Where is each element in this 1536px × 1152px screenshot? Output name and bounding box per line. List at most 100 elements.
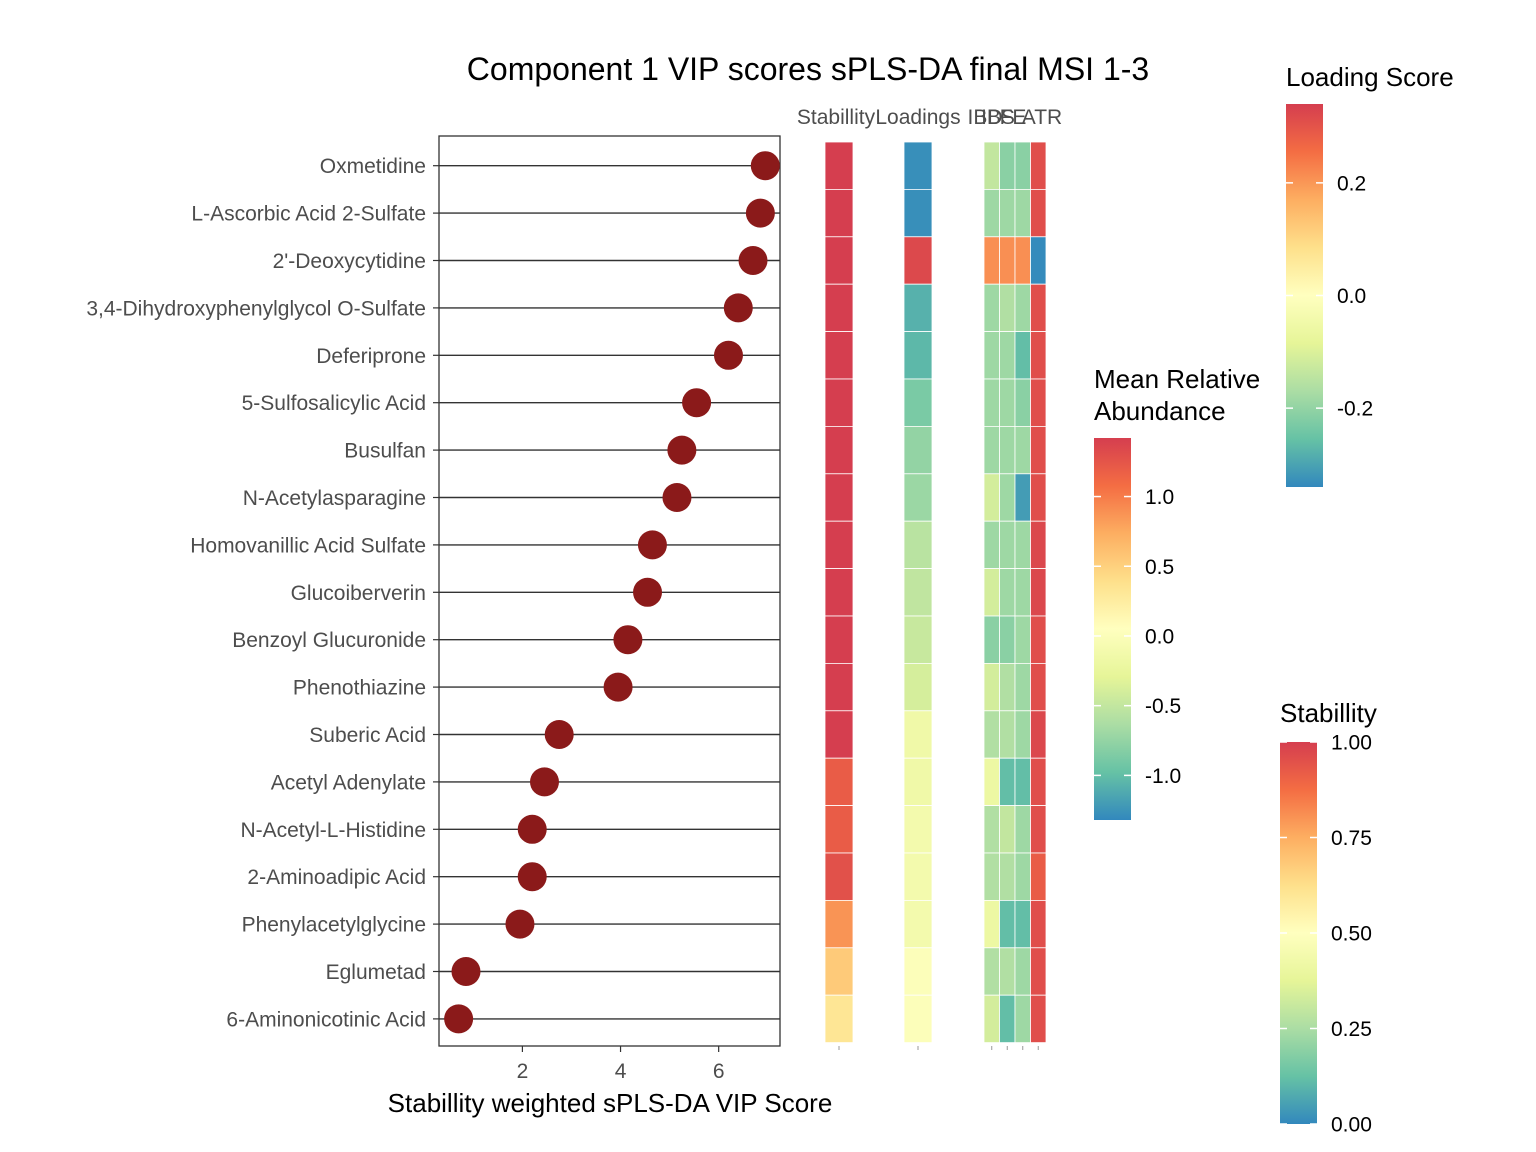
heatmap-cell-atr — [1030, 236, 1047, 285]
heatmap-cell-ibd — [983, 425, 1000, 475]
heatmap-cell-loadings — [903, 994, 933, 1044]
heatmap-cell-stability — [824, 947, 854, 996]
heatmap-cell-fe — [1014, 473, 1031, 522]
heatmap-cell-loadings — [903, 757, 933, 807]
heatmap-column-label: IBD — [967, 106, 1002, 129]
vip-point — [750, 151, 780, 181]
heatmap-cell-ibd — [983, 947, 1000, 996]
heatmap-cell-stability — [824, 473, 854, 522]
vip-point — [745, 198, 775, 228]
heatmap-cell-atr — [1030, 805, 1047, 854]
y-tick-label: Glucoiberverin — [291, 582, 426, 605]
vip-point — [451, 957, 481, 986]
vip-point — [505, 909, 535, 939]
x-tick-label: 2 — [517, 1060, 529, 1083]
heatmap-cell-stability — [824, 568, 854, 617]
heatmap-cell-ibs — [999, 236, 1016, 285]
vip-point — [517, 814, 547, 844]
heatmap-cell-loadings — [903, 805, 933, 854]
heatmap-cell-loadings — [903, 283, 933, 333]
y-tick-label: L-Ascorbic Acid 2-Sulfate — [191, 203, 426, 226]
heatmap-cell-stability — [824, 615, 854, 664]
heatmap-cell-ibd — [983, 331, 1000, 380]
heatmap-cell-atr — [1030, 331, 1047, 380]
heatmap-cell-atr — [1030, 757, 1047, 807]
y-tick-label: Oxmetidine — [320, 155, 426, 178]
y-tick-label: Acetyl Adenylate — [271, 771, 426, 794]
heatmap-cell-loadings — [903, 520, 933, 570]
heatmap-cell-loadings — [903, 900, 933, 949]
abundance-legend-colorbar — [1094, 438, 1131, 820]
y-tick-label: 2'-Deoxycytidine — [273, 250, 426, 273]
heatmap-cell-ibd — [983, 900, 1000, 949]
heatmap-cell-ibs — [999, 473, 1016, 522]
heatmap-column-label: Stabillity — [797, 106, 876, 129]
heatmap-cell-loadings — [903, 378, 933, 427]
heatmap-cell-ibs — [999, 900, 1016, 949]
heatmap-cell-loadings — [903, 710, 933, 759]
heatmap-cell-stability — [824, 331, 854, 380]
heatmap-cell-ibs — [999, 378, 1016, 427]
abundance-legend-tick-label: 0.0 — [1145, 625, 1174, 648]
x-tick-label: 4 — [615, 1060, 627, 1083]
heatmap-cell-ibd — [983, 663, 1000, 712]
y-tick-label: Busulfan — [344, 440, 426, 463]
x-axis-title: Stabillity weighted sPLS-DA VIP Score — [388, 1088, 833, 1118]
heatmap-cell-ibs — [999, 568, 1016, 617]
heatmap-cell-stability — [824, 710, 854, 759]
vip-point — [603, 672, 633, 702]
heatmap-cell-loadings — [903, 473, 933, 522]
heatmap-cell-stability — [824, 994, 854, 1044]
x-tick-label: 6 — [713, 1060, 725, 1083]
heatmap-cell-ibd — [983, 994, 1000, 1044]
loading-score-legend-tick-label: 0.0 — [1337, 285, 1366, 308]
vip-point — [517, 862, 547, 892]
heatmap-cell-fe — [1014, 947, 1031, 996]
heatmap-cell-fe — [1014, 615, 1031, 664]
stability-legend-tick-label: 0.50 — [1331, 923, 1372, 946]
heatmap-cell-ibd — [983, 757, 1000, 807]
heatmap-cell-ibs — [999, 615, 1016, 664]
y-tick-label: Phenothiazine — [293, 677, 426, 700]
heatmap-cell-atr — [1030, 188, 1047, 238]
heatmap-cell-atr — [1030, 900, 1047, 949]
stability-legend-title: Stabillity — [1280, 698, 1377, 728]
heatmap-cell-atr — [1030, 378, 1047, 427]
heatmap-cell-fe — [1014, 283, 1031, 333]
y-tick-label: Deferiprone — [316, 345, 426, 368]
heatmap-cell-fe — [1014, 188, 1031, 238]
heatmap-cell-atr — [1030, 994, 1047, 1044]
heatmap-cell-ibs — [999, 663, 1016, 712]
heatmap-cell-atr — [1030, 520, 1047, 570]
heatmap-cell-stability — [824, 520, 854, 570]
heatmap-cell-stability — [824, 378, 854, 427]
y-tick-label: 2-Aminoadipic Acid — [247, 866, 426, 889]
heatmap-cell-ibs — [999, 757, 1016, 807]
heatmap-cell-stability — [824, 852, 854, 901]
abundance-legend-tick-label: -0.5 — [1145, 695, 1181, 718]
y-tick-label: Suberic Acid — [309, 724, 426, 747]
vip-point — [738, 246, 768, 275]
heatmap-cell-fe — [1014, 852, 1031, 901]
heatmap-cell-ibs — [999, 188, 1016, 238]
heatmap-cell-stability — [824, 236, 854, 285]
heatmap-cell-loadings — [903, 425, 933, 475]
vip-point — [613, 625, 643, 655]
y-tick-label: Eglumetad — [326, 961, 426, 984]
abundance-legend-title: Mean Relative — [1094, 364, 1260, 394]
vip-point — [723, 293, 753, 323]
loading-score-legend-tick-label: -0.2 — [1337, 398, 1373, 421]
y-tick-label: N-Acetylasparagine — [243, 487, 426, 510]
heatmap-cell-ibd — [983, 520, 1000, 570]
heatmap-cell-fe — [1014, 900, 1031, 949]
heatmap-cell-atr — [1030, 852, 1047, 901]
heatmap-cell-atr — [1030, 710, 1047, 759]
heatmap-cell-loadings — [903, 331, 933, 380]
heatmap-cell-loadings — [903, 188, 933, 238]
legends: Loading Score 0.2 0.0 -0.2 Mean RelativeAbun… — [1094, 62, 1454, 1137]
heatmap-column-label: IBS — [981, 106, 1015, 129]
stability-legend-tick-label: 0.75 — [1331, 827, 1372, 850]
heatmap-cell-stability — [824, 900, 854, 949]
vip-point — [444, 1004, 474, 1034]
